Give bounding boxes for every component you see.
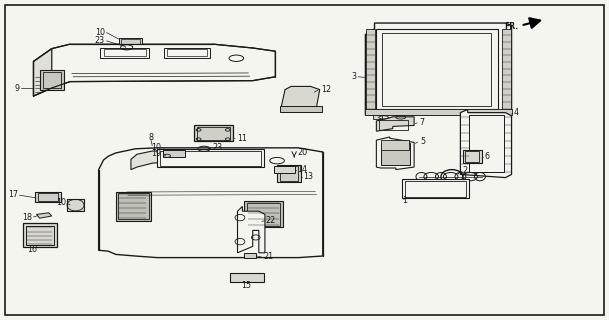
Text: FR.: FR. bbox=[505, 22, 519, 31]
Text: 23: 23 bbox=[94, 36, 105, 45]
Bar bbox=[244, 201, 283, 227]
Polygon shape bbox=[460, 109, 512, 178]
Polygon shape bbox=[99, 148, 323, 258]
Text: 2: 2 bbox=[463, 166, 468, 175]
Text: 17: 17 bbox=[8, 190, 18, 199]
Bar bbox=[381, 143, 410, 165]
Text: 10: 10 bbox=[56, 198, 66, 207]
Polygon shape bbox=[33, 44, 275, 96]
Bar bbox=[35, 192, 61, 202]
Bar bbox=[381, 140, 409, 150]
Text: 10: 10 bbox=[152, 143, 161, 152]
Bar bbox=[116, 192, 151, 221]
Text: 9: 9 bbox=[15, 84, 19, 93]
Bar bbox=[402, 179, 469, 198]
Bar bbox=[247, 203, 280, 226]
Bar bbox=[230, 273, 264, 282]
Text: 12: 12 bbox=[322, 85, 332, 94]
Bar bbox=[38, 193, 58, 201]
Bar bbox=[26, 226, 54, 245]
Bar bbox=[365, 109, 512, 115]
Text: 18: 18 bbox=[22, 213, 32, 222]
Bar bbox=[469, 115, 504, 172]
Bar bbox=[373, 115, 382, 119]
Bar bbox=[118, 193, 149, 219]
Polygon shape bbox=[238, 206, 265, 253]
Bar bbox=[167, 49, 207, 56]
Polygon shape bbox=[37, 213, 52, 218]
Polygon shape bbox=[131, 151, 180, 170]
Bar bbox=[194, 125, 233, 141]
Bar bbox=[160, 151, 261, 166]
Text: 13: 13 bbox=[303, 172, 313, 181]
Polygon shape bbox=[376, 137, 414, 170]
Bar bbox=[67, 199, 84, 211]
Bar bbox=[121, 39, 140, 44]
Polygon shape bbox=[365, 23, 512, 115]
Text: 3: 3 bbox=[352, 72, 357, 81]
Bar bbox=[465, 151, 479, 162]
Bar bbox=[164, 48, 210, 58]
Bar bbox=[280, 106, 322, 112]
Bar bbox=[382, 33, 491, 106]
Bar bbox=[280, 166, 298, 181]
Text: 19: 19 bbox=[151, 149, 161, 158]
Text: 7: 7 bbox=[419, 118, 424, 127]
Bar bbox=[405, 181, 466, 197]
Bar bbox=[104, 49, 146, 56]
Text: 14: 14 bbox=[297, 165, 307, 174]
Bar bbox=[463, 150, 482, 163]
Bar bbox=[379, 120, 408, 130]
Text: 16: 16 bbox=[27, 245, 37, 254]
Bar bbox=[163, 150, 185, 157]
Text: 10: 10 bbox=[95, 28, 105, 36]
Bar bbox=[244, 253, 256, 258]
Text: 15: 15 bbox=[242, 281, 252, 290]
Text: 4: 4 bbox=[514, 108, 519, 117]
Bar bbox=[499, 115, 509, 119]
Text: 5: 5 bbox=[420, 137, 425, 146]
Text: 23: 23 bbox=[212, 143, 222, 152]
Bar bbox=[366, 29, 375, 112]
Bar bbox=[100, 48, 149, 58]
Bar bbox=[197, 127, 230, 140]
Text: 6: 6 bbox=[485, 152, 490, 161]
Bar bbox=[23, 223, 57, 247]
Bar bbox=[40, 70, 64, 90]
Text: 1: 1 bbox=[402, 196, 407, 205]
Text: 22: 22 bbox=[265, 216, 275, 225]
Polygon shape bbox=[33, 49, 52, 96]
Bar bbox=[119, 38, 142, 44]
Bar bbox=[157, 149, 264, 167]
Bar bbox=[274, 166, 295, 173]
Text: 8: 8 bbox=[149, 133, 153, 142]
Bar bbox=[277, 165, 301, 182]
Text: 11: 11 bbox=[238, 134, 247, 143]
Polygon shape bbox=[281, 86, 320, 111]
Text: 20: 20 bbox=[297, 148, 308, 157]
Polygon shape bbox=[376, 117, 414, 131]
Bar bbox=[43, 72, 61, 88]
Bar bbox=[502, 29, 511, 112]
Text: 21: 21 bbox=[263, 252, 273, 261]
Bar bbox=[376, 29, 498, 109]
